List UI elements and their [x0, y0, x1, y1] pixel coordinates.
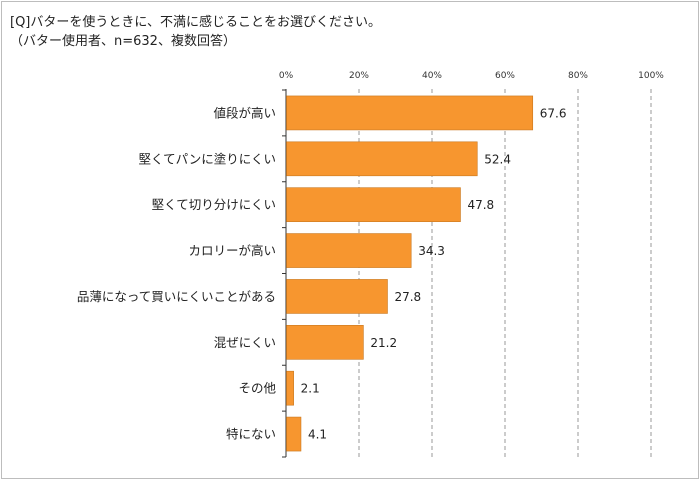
category-label: その他 [238, 381, 276, 396]
x-tick-label: 40% [422, 71, 442, 81]
value-label: 27.8 [394, 290, 421, 304]
bar-1 [286, 95, 534, 131]
x-tick-label: 0% [279, 71, 294, 81]
category-label: 堅くてパンに塗りにくい [138, 151, 276, 166]
value-label: 4.1 [308, 428, 327, 442]
value-label: 67.6 [540, 106, 567, 120]
category-label: 堅くて切り分けにくい [152, 197, 276, 212]
category-label: カロリーが高い [188, 243, 276, 258]
value-label: 52.4 [484, 152, 511, 166]
bar-3 [286, 187, 461, 222]
chart-title: [Q]バターを使うときに、不満に感じることをお選びください。 [10, 15, 381, 30]
category-label: 品薄になって買いにくいことがある [77, 289, 276, 304]
value-label: 34.3 [418, 244, 445, 258]
value-label: 47.8 [467, 198, 494, 212]
bar-2 [286, 141, 478, 177]
category-label: 特にない [226, 427, 276, 442]
bar-5 [286, 279, 388, 314]
value-label: 2.1 [301, 382, 320, 396]
x-tick-label: 100% [638, 71, 664, 81]
value-label: 21.2 [370, 336, 397, 350]
bar-8 [286, 416, 302, 452]
bar-6 [286, 325, 364, 360]
chart-subtitle: （バター使用者、n=632、複数回答） [10, 34, 236, 49]
x-tick-label: 20% [349, 71, 369, 81]
bar-4 [286, 233, 412, 268]
category-label: 混ぜにくい [214, 335, 276, 350]
bar-7 [286, 370, 294, 406]
x-tick-label: 80% [568, 71, 588, 81]
x-tick-label: 60% [495, 71, 515, 81]
category-label: 値段が高い [213, 105, 276, 120]
